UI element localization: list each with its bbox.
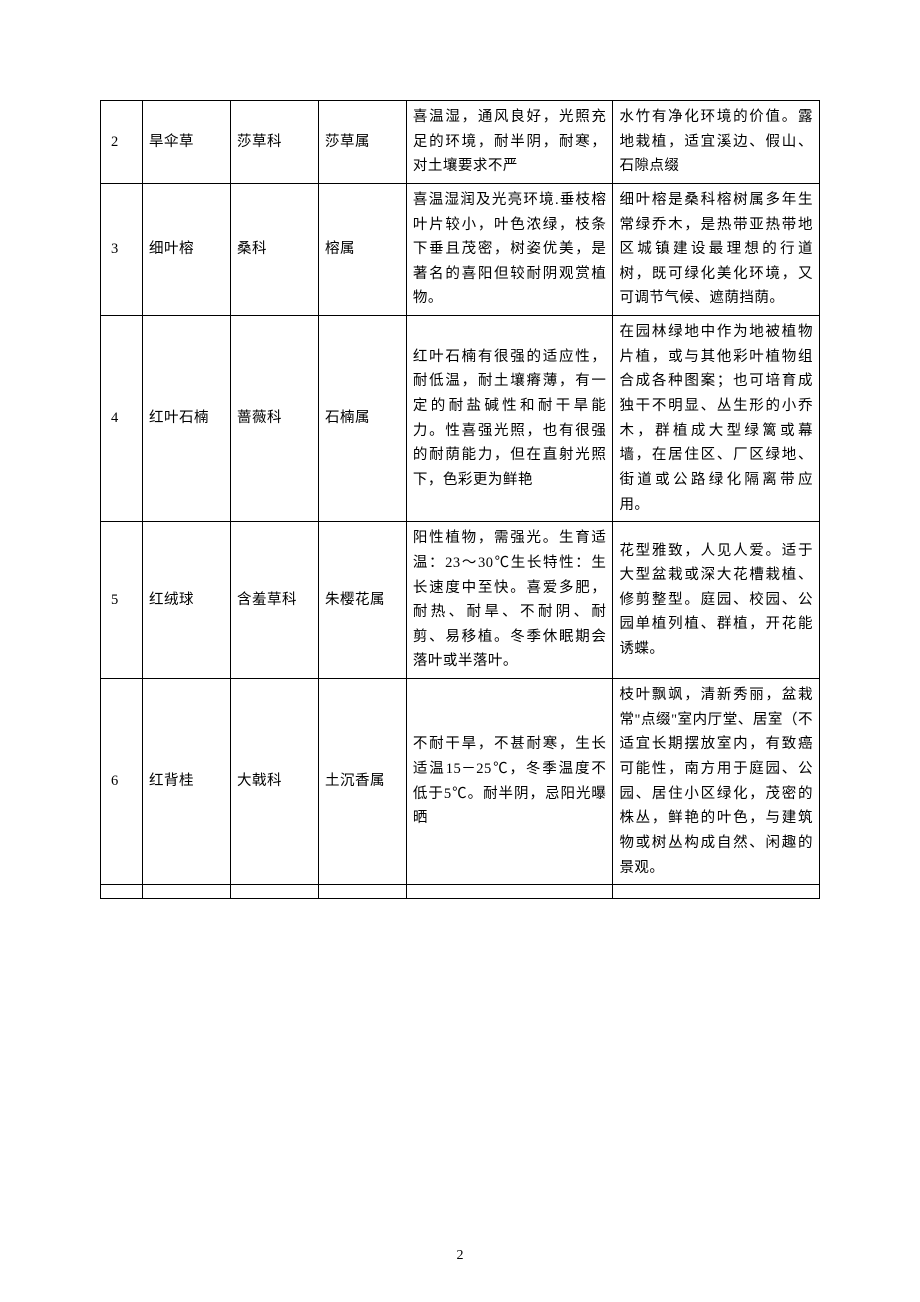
plant-table: 2 旱伞草 莎草科 莎草属 喜温湿，通风良好，光照充足的环境，耐半阴，耐寒，对土… (100, 100, 820, 899)
cell-characteristics: 不耐干旱，不甚耐寒，生长适温15－25℃，冬季温度不低于5℃。耐半阴，忌阳光曝晒 (406, 679, 613, 885)
cell-family: 桑科 (231, 183, 319, 315)
cell-family: 含羞草科 (231, 522, 319, 679)
table-row: 6 红背桂 大戟科 土沉香属 不耐干旱，不甚耐寒，生长适温15－25℃，冬季温度… (101, 679, 820, 885)
cell-application: 花型雅致，人见人爱。适于大型盆栽或深大花槽栽植、修剪整型。庭园、校园、公园单植列… (613, 522, 820, 679)
cell-name: 红绒球 (143, 522, 231, 679)
table-row: 3 细叶榕 桑科 榕属 喜温湿润及光亮环境.垂枝榕叶片较小，叶色浓绿，枝条下垂且… (101, 183, 820, 315)
empty-cell (613, 885, 820, 899)
cell-application: 水竹有净化环境的价值。露地栽植，适宜溪边、假山、石隙点缀 (613, 101, 820, 184)
cell-application: 细叶榕是桑科榕树属多年生常绿乔木，是热带亚热带地区城镇建设最理想的行道树，既可绿… (613, 183, 820, 315)
cell-name: 旱伞草 (143, 101, 231, 184)
cell-num: 6 (101, 679, 143, 885)
cell-num: 4 (101, 316, 143, 522)
cell-genus: 莎草属 (318, 101, 406, 184)
table-row: 4 红叶石楠 蔷薇科 石楠属 红叶石楠有很强的适应性，耐低温，耐土壤瘠薄，有一定… (101, 316, 820, 522)
cell-characteristics: 红叶石楠有很强的适应性，耐低温，耐土壤瘠薄，有一定的耐盐碱性和耐干旱能力。性喜强… (406, 316, 613, 522)
cell-characteristics: 喜温湿，通风良好，光照充足的环境，耐半阴，耐寒，对土壤要求不严 (406, 101, 613, 184)
cell-num: 5 (101, 522, 143, 679)
cell-application: 在园林绿地中作为地被植物片植，或与其他彩叶植物组合成各种图案；也可培育成独干不明… (613, 316, 820, 522)
cell-characteristics: 喜温湿润及光亮环境.垂枝榕叶片较小，叶色浓绿，枝条下垂且茂密，树姿优美，是著名的… (406, 183, 613, 315)
cell-family: 莎草科 (231, 101, 319, 184)
cell-genus: 朱樱花属 (318, 522, 406, 679)
empty-cell (318, 885, 406, 899)
table-row: 2 旱伞草 莎草科 莎草属 喜温湿，通风良好，光照充足的环境，耐半阴，耐寒，对土… (101, 101, 820, 184)
cell-name: 细叶榕 (143, 183, 231, 315)
empty-cell (101, 885, 143, 899)
empty-cell (406, 885, 613, 899)
page-number: 2 (0, 1248, 920, 1264)
cell-name: 红叶石楠 (143, 316, 231, 522)
cell-genus: 榕属 (318, 183, 406, 315)
cell-genus: 石楠属 (318, 316, 406, 522)
cell-num: 3 (101, 183, 143, 315)
cell-family: 蔷薇科 (231, 316, 319, 522)
cell-name: 红背桂 (143, 679, 231, 885)
table-empty-row (101, 885, 820, 899)
empty-cell (231, 885, 319, 899)
cell-application: 枝叶飘飒，清新秀丽，盆栽常"点缀"室内厅堂、居室（不适宜长期摆放室内，有致癌可能… (613, 679, 820, 885)
cell-num: 2 (101, 101, 143, 184)
cell-family: 大戟科 (231, 679, 319, 885)
empty-cell (143, 885, 231, 899)
cell-genus: 土沉香属 (318, 679, 406, 885)
cell-characteristics: 阳性植物，需强光。生育适温：23～30℃生长特性：生长速度中至快。喜爱多肥，耐热… (406, 522, 613, 679)
table-row: 5 红绒球 含羞草科 朱樱花属 阳性植物，需强光。生育适温：23～30℃生长特性… (101, 522, 820, 679)
